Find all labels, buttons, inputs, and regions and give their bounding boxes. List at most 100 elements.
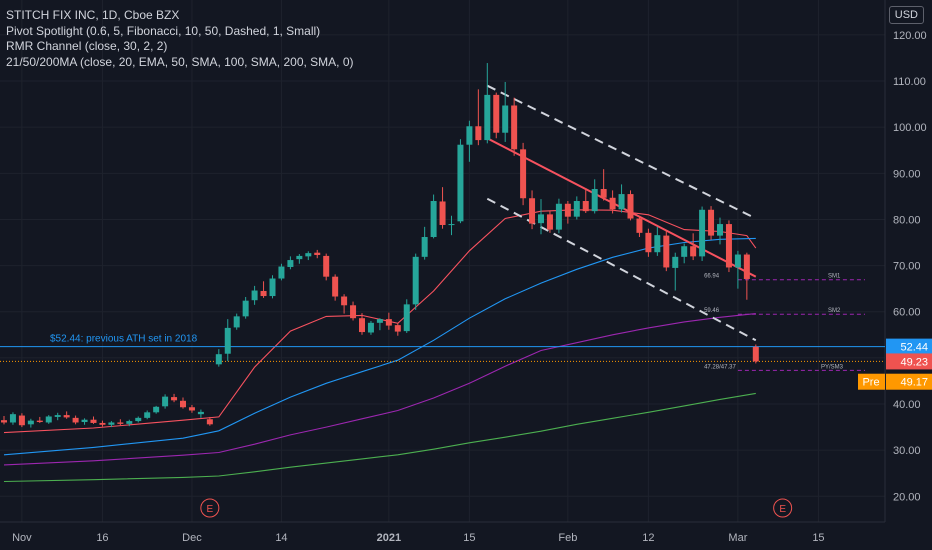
candle-body bbox=[636, 218, 643, 233]
candle[interactable] bbox=[108, 421, 115, 428]
candle[interactable] bbox=[269, 275, 276, 299]
candle[interactable] bbox=[725, 220, 732, 273]
candle[interactable] bbox=[197, 409, 204, 418]
candle[interactable] bbox=[135, 416, 142, 423]
candle[interactable] bbox=[591, 179, 598, 214]
candle[interactable] bbox=[215, 349, 222, 367]
candle[interactable] bbox=[332, 274, 339, 301]
candle[interactable] bbox=[403, 299, 410, 333]
pivot-value-label: 47.28/47.37 bbox=[704, 364, 736, 370]
candle[interactable] bbox=[323, 253, 330, 281]
candle[interactable] bbox=[144, 410, 151, 420]
candle-body bbox=[242, 300, 249, 317]
candle[interactable] bbox=[36, 416, 43, 423]
candle[interactable] bbox=[618, 184, 625, 213]
candle[interactable] bbox=[367, 320, 374, 335]
candle[interactable] bbox=[63, 411, 70, 419]
candle[interactable] bbox=[573, 196, 580, 220]
candle[interactable] bbox=[242, 296, 249, 319]
candle[interactable] bbox=[251, 285, 258, 305]
candle[interactable] bbox=[278, 263, 285, 281]
candle[interactable] bbox=[627, 190, 634, 221]
candle[interactable] bbox=[260, 281, 267, 298]
candle[interactable] bbox=[54, 412, 61, 421]
candle[interactable] bbox=[457, 139, 464, 224]
candle[interactable] bbox=[421, 226, 428, 260]
candle[interactable] bbox=[493, 92, 500, 139]
candle[interactable] bbox=[708, 206, 715, 240]
candle[interactable] bbox=[645, 228, 652, 257]
candle[interactable] bbox=[466, 120, 473, 162]
candle[interactable] bbox=[296, 254, 303, 264]
candle[interactable] bbox=[412, 253, 419, 310]
candle[interactable] bbox=[654, 226, 661, 256]
candle[interactable] bbox=[45, 415, 52, 424]
candle[interactable] bbox=[484, 63, 491, 144]
candle[interactable] bbox=[439, 187, 446, 229]
candle[interactable] bbox=[233, 313, 240, 330]
candle[interactable] bbox=[18, 413, 25, 428]
candle[interactable] bbox=[743, 252, 750, 300]
candle[interactable] bbox=[287, 256, 294, 270]
candle[interactable] bbox=[350, 301, 357, 321]
candle[interactable] bbox=[555, 198, 562, 234]
candle[interactable] bbox=[681, 243, 688, 264]
candle[interactable] bbox=[117, 419, 124, 426]
candle[interactable] bbox=[448, 215, 455, 236]
candle[interactable] bbox=[314, 249, 321, 259]
candle[interactable] bbox=[564, 201, 571, 224]
candle[interactable] bbox=[153, 405, 160, 414]
candle[interactable] bbox=[90, 416, 97, 424]
candle[interactable] bbox=[9, 412, 16, 425]
candle[interactable] bbox=[600, 169, 607, 201]
candle[interactable] bbox=[529, 190, 536, 230]
candle[interactable] bbox=[81, 418, 88, 425]
indicator-moving-averages[interactable]: 21/50/200MA (close, 20, EMA, 50, SMA, 10… bbox=[6, 54, 354, 69]
candle[interactable] bbox=[511, 97, 518, 156]
earnings-marker[interactable]: E bbox=[200, 498, 220, 518]
candle[interactable] bbox=[72, 415, 79, 425]
candle[interactable] bbox=[663, 230, 670, 272]
candle[interactable] bbox=[672, 252, 679, 291]
candle[interactable] bbox=[180, 397, 186, 409]
candle[interactable] bbox=[394, 322, 401, 336]
candle[interactable] bbox=[609, 190, 616, 214]
candle[interactable] bbox=[636, 216, 643, 237]
candle[interactable] bbox=[359, 313, 365, 335]
candle[interactable] bbox=[376, 318, 383, 331]
candle-body bbox=[699, 209, 706, 257]
candle[interactable] bbox=[162, 394, 169, 409]
candle-body bbox=[99, 422, 106, 425]
candle[interactable] bbox=[206, 416, 213, 426]
candle[interactable] bbox=[734, 250, 741, 289]
candle[interactable] bbox=[126, 419, 133, 427]
candle[interactable] bbox=[188, 404, 195, 413]
candle[interactable] bbox=[99, 420, 106, 427]
candle[interactable] bbox=[430, 194, 437, 239]
candle[interactable] bbox=[171, 393, 178, 403]
earnings-marker[interactable]: E bbox=[773, 498, 793, 518]
candle[interactable] bbox=[341, 294, 348, 314]
candle[interactable] bbox=[699, 206, 706, 261]
candle[interactable] bbox=[27, 418, 34, 428]
candle-body bbox=[743, 254, 750, 279]
candle[interactable] bbox=[385, 312, 392, 330]
candle[interactable] bbox=[475, 89, 482, 146]
indicator-rmr-channel[interactable]: RMR Channel (close, 30, 2, 2) bbox=[6, 39, 168, 53]
candle[interactable] bbox=[520, 142, 527, 206]
candle[interactable] bbox=[538, 199, 544, 235]
candle[interactable] bbox=[752, 344, 759, 364]
currency-button[interactable]: USD bbox=[888, 6, 924, 24]
candle[interactable] bbox=[305, 251, 312, 261]
candle[interactable] bbox=[582, 188, 589, 214]
candle[interactable] bbox=[717, 217, 723, 245]
candle[interactable] bbox=[1, 416, 7, 425]
candle[interactable] bbox=[546, 210, 553, 233]
indicator-pivot-spotlight[interactable]: Pivot Spotlight (0.6, 5, Fibonacci, 10, … bbox=[6, 23, 321, 38]
symbol-title[interactable]: STITCH FIX INC, 1D, Cboe BZX bbox=[6, 8, 180, 22]
candle[interactable] bbox=[502, 81, 509, 142]
candle[interactable] bbox=[224, 319, 231, 362]
candle[interactable] bbox=[690, 233, 697, 261]
